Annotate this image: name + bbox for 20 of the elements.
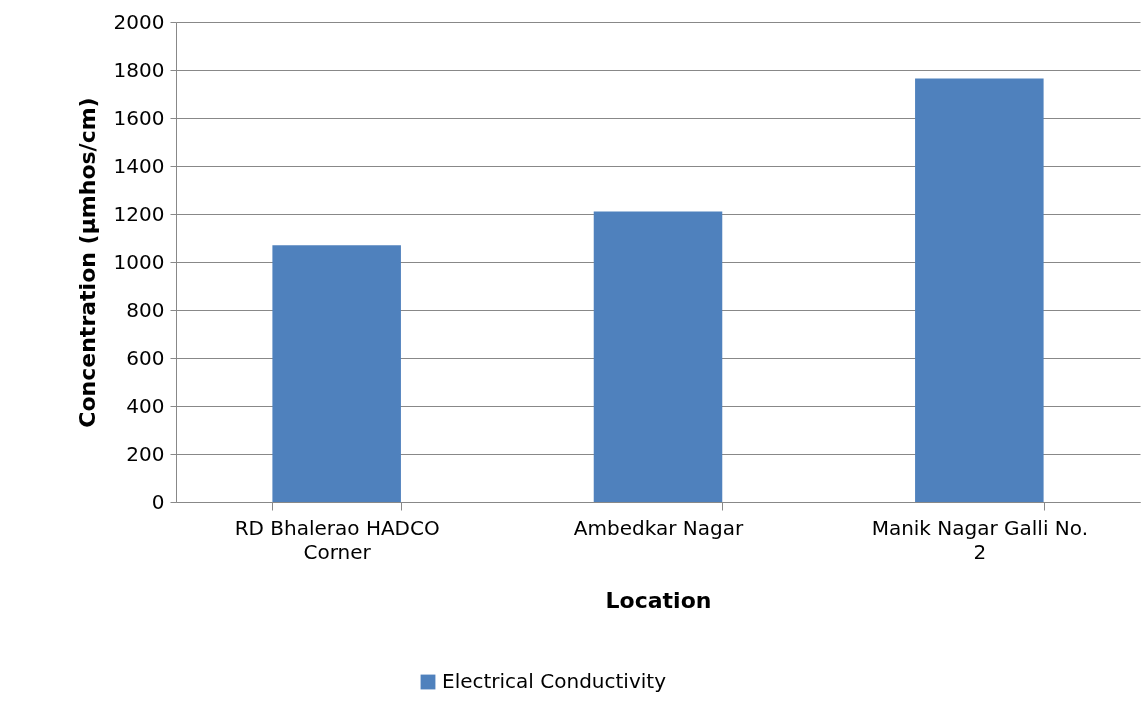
y-tick-label: 1800 [113, 57, 165, 82]
y-tick-label: 1400 [113, 153, 165, 178]
y-tick-label: 2000 [113, 9, 165, 34]
bar [272, 245, 401, 502]
bar [593, 211, 723, 502]
x-tick-label: Ambedkar Nagar [573, 515, 744, 540]
y-tick-label: 1200 [113, 201, 165, 226]
y-tick-label: 1000 [113, 249, 165, 274]
x-tick-label: RD Bhalerao HADCO Corner [234, 515, 440, 564]
legend-label: Electrical Conductivity [442, 669, 667, 693]
y-tick-label: 400 [126, 393, 165, 418]
y-tick-label: 600 [126, 345, 165, 370]
x-axis-title: Location [605, 587, 712, 613]
y-tick-label: 0 [151, 489, 165, 514]
y-tick-label: 800 [126, 297, 165, 322]
y-axis-title: Concentration (µmhos/cm) [74, 97, 100, 428]
y-tick-label: 1600 [113, 105, 165, 130]
x-tick-label: Manik Nagar Galli No. 2 [871, 515, 1089, 564]
y-tick-label: 200 [126, 441, 165, 466]
bar [915, 78, 1044, 502]
